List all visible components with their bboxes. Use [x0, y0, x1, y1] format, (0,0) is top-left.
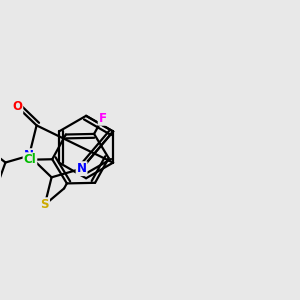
Text: O: O: [12, 100, 22, 113]
Text: Cl: Cl: [24, 153, 36, 166]
Text: F: F: [99, 112, 107, 125]
Text: N: N: [24, 149, 34, 162]
Text: S: S: [40, 198, 49, 211]
Text: N: N: [76, 162, 87, 175]
